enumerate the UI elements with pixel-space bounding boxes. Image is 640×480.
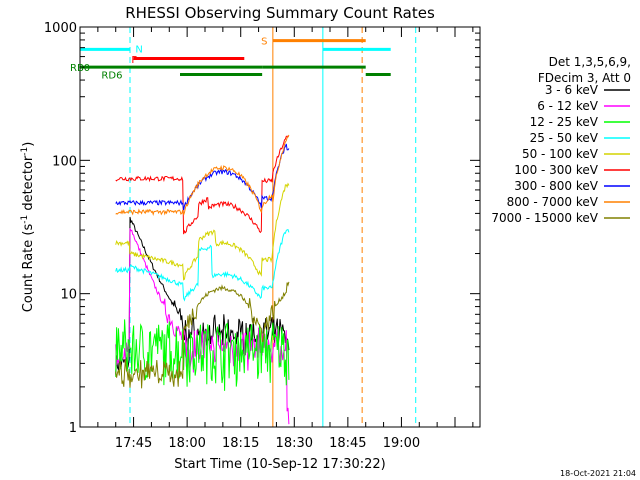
- legend-entry: 800 - 7000 keV: [507, 195, 599, 209]
- flag-label-n: N: [135, 44, 142, 55]
- flag-label-rb0: RB0: [70, 63, 90, 74]
- y-tick-label: 100: [52, 154, 77, 169]
- timestamp: 18-Oct-2021 21:04: [560, 469, 636, 478]
- series-lines: [115, 134, 290, 425]
- series-line: [115, 135, 289, 235]
- series-line: [115, 229, 290, 302]
- x-axis: 17:45 18:00 18:15 18:30 18:45 19:00: [97, 27, 474, 451]
- chart-title: RHESSI Observing Summary Count Rates: [125, 4, 435, 22]
- x-axis-label: Start Time (10-Sep-12 17:30:22): [174, 457, 385, 472]
- legend-entry: 12 - 25 keV: [530, 115, 599, 129]
- x-tick-label: 17:45: [115, 436, 152, 451]
- plot-frame: [79, 26, 481, 428]
- series-line: [115, 134, 290, 216]
- legend-entry: 25 - 50 keV: [530, 131, 599, 145]
- legend-header: Det 1,3,5,6,9,: [549, 55, 631, 69]
- flag-label-rd6: RD6: [101, 71, 122, 82]
- x-tick-label: 18:15: [222, 436, 259, 451]
- series-line: [115, 281, 290, 389]
- x-tick-label: 18:30: [276, 436, 313, 451]
- y-tick-label: 10: [60, 288, 77, 303]
- series-line: [115, 228, 290, 425]
- legend-entry: 50 - 100 keV: [522, 147, 599, 161]
- series-line: [115, 182, 290, 281]
- y-axis: 1 10 100 1000: [44, 21, 480, 436]
- x-tick-label: 18:00: [168, 436, 205, 451]
- y-tick-label: 1: [69, 421, 77, 436]
- legend-entry: 100 - 300 keV: [514, 163, 598, 177]
- legend-entry: 300 - 800 keV: [514, 179, 598, 193]
- x-tick-label: 19:00: [383, 436, 420, 451]
- flag-label-f: F: [131, 55, 137, 66]
- legend-entry: 6 - 12 keV: [537, 99, 599, 113]
- legend-entry: 7000 - 15000 keV: [491, 211, 598, 225]
- legend-header: FDecim 3, Att 0: [538, 71, 631, 85]
- flag-bars: [80, 39, 391, 77]
- flag-label-s: S: [261, 37, 267, 48]
- y-tick-label: 1000: [44, 21, 77, 36]
- x-tick-label: 18:45: [329, 436, 366, 451]
- series-line: [115, 319, 290, 391]
- legend-entry: 3 - 6 keV: [545, 83, 599, 97]
- legend: Det 1,3,5,6,9, FDecim 3, Att 03 - 6 keV 6 …: [491, 55, 631, 225]
- y-axis-label: Count Rate (s-1 detector-1): [20, 142, 36, 313]
